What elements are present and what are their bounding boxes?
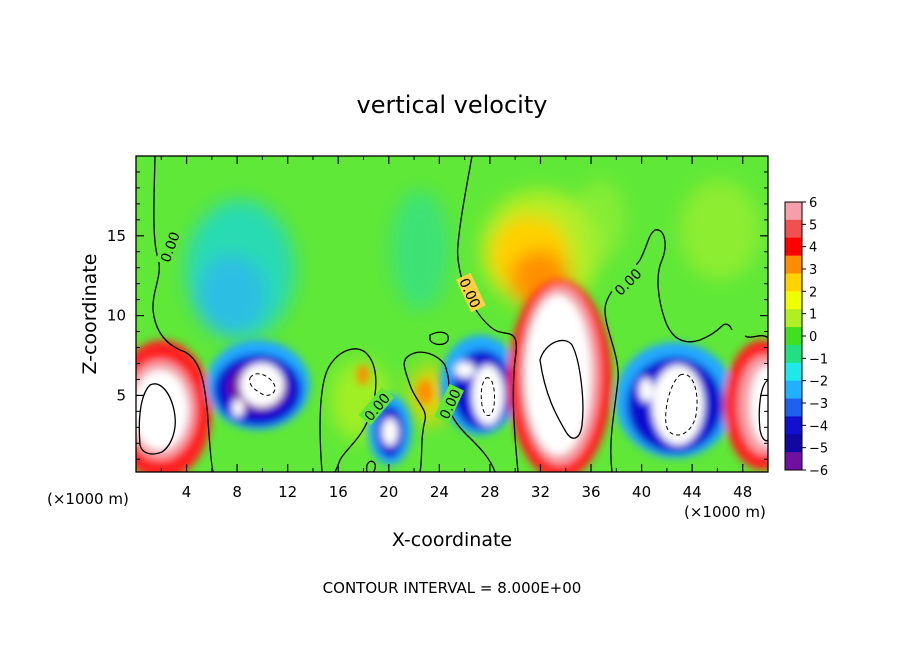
zero-contour-8: [744, 335, 768, 339]
colorbar-tick-label: 2: [809, 285, 817, 300]
colorbar-swatch: [785, 434, 802, 453]
colorbar-tick-label: 0: [809, 330, 817, 345]
x-tick-label: 28: [480, 483, 499, 501]
colorbar-swatch: [785, 380, 802, 400]
colorbar-tick-label: −1: [809, 352, 828, 367]
y-tick-label: 15: [107, 227, 126, 245]
field-broad-layers: [185, 180, 760, 440]
colorbar-tick-label: −6: [809, 464, 828, 479]
y-tick-label: 5: [116, 386, 126, 404]
colorbar-tick-label: −3: [809, 397, 828, 412]
contour-lines: [138, 156, 768, 472]
x-tick-label: 20: [379, 483, 398, 501]
colorbar-swatch: [785, 219, 802, 239]
chart-title: vertical velocity: [357, 91, 548, 119]
x-axis: 4 8 12 16 20 24 28 32 36 40 44 48: [160, 156, 752, 501]
colorbar-tick-label: 3: [809, 263, 817, 278]
colorbar-swatch: [785, 273, 802, 292]
colorbar-swatch: [785, 344, 802, 364]
colorbar: 6 5 4 3 2 1 0 −1 −2 −3 −4 −5 −6: [784, 196, 828, 479]
y-tick-label: 10: [107, 307, 126, 325]
x-unit-label-right: (×1000 m): [684, 503, 766, 521]
x-tick-label: 36: [581, 483, 600, 501]
colorbar-swatch: [785, 291, 802, 310]
colorbar-tick-label: −2: [809, 375, 828, 390]
x-tick-label: 48: [733, 483, 752, 501]
zero-contour-1: [152, 156, 215, 472]
contour-interval-note: CONTOUR INTERVAL = 8.000E+00: [323, 579, 582, 597]
colorbar-tick-label: −5: [809, 442, 828, 457]
colorbar-swatch: [785, 362, 802, 382]
colorbar-swatch: [785, 202, 802, 221]
zero-contour-3: [365, 460, 376, 472]
x-tick-label: 16: [329, 483, 348, 501]
x-tick-label: 44: [683, 483, 702, 501]
colorbar-tick-label: 4: [809, 241, 817, 256]
zero-contour-5: [429, 331, 449, 346]
velocity-field: 0.00 0.00 0.00 0.00 0.00: [136, 156, 768, 472]
colorbar-tick-label: 5: [809, 218, 817, 233]
inner-contour-left: [138, 383, 176, 455]
colorbar-swatch: [785, 416, 802, 435]
colorbar-swatch: [785, 452, 802, 471]
x-axis-label: X-coordinate: [392, 529, 512, 551]
x-tick-label: 24: [430, 483, 449, 501]
x-tick-label: 4: [182, 483, 192, 501]
x-tick-label: 12: [278, 483, 297, 501]
zero-contour-2: [319, 348, 377, 472]
inner-contour-right: [758, 379, 768, 442]
x-tick-label: 32: [531, 483, 550, 501]
inner-contour-center: [539, 339, 584, 439]
y-axis: 5 10 15: [107, 171, 768, 460]
colorbar-swatch: [785, 309, 802, 328]
negative-contours: [249, 373, 698, 436]
colorbar-swatch: [785, 255, 802, 274]
neg-contour-2: [480, 377, 495, 416]
x-unit-label-left: (×1000 m): [47, 490, 129, 508]
x-tick-label: 40: [632, 483, 651, 501]
neg-contour-3: [665, 373, 698, 436]
colorbar-tick-label: 1: [809, 308, 817, 323]
zero-contour-6: [456, 156, 519, 472]
zero-contour-7: [604, 229, 733, 472]
plot-frame: [135, 155, 769, 473]
colorbar-tick-label: 6: [809, 196, 817, 211]
zero-contour-4: [403, 351, 496, 472]
y-axis-label: Z-coordinate: [79, 254, 101, 375]
colorbar-swatch: [785, 237, 802, 257]
colorbar-swatch: [785, 327, 802, 346]
colorbar-tick-label: −4: [809, 419, 828, 434]
x-tick-label: 8: [232, 483, 242, 501]
colorbar-swatch: [785, 398, 802, 417]
